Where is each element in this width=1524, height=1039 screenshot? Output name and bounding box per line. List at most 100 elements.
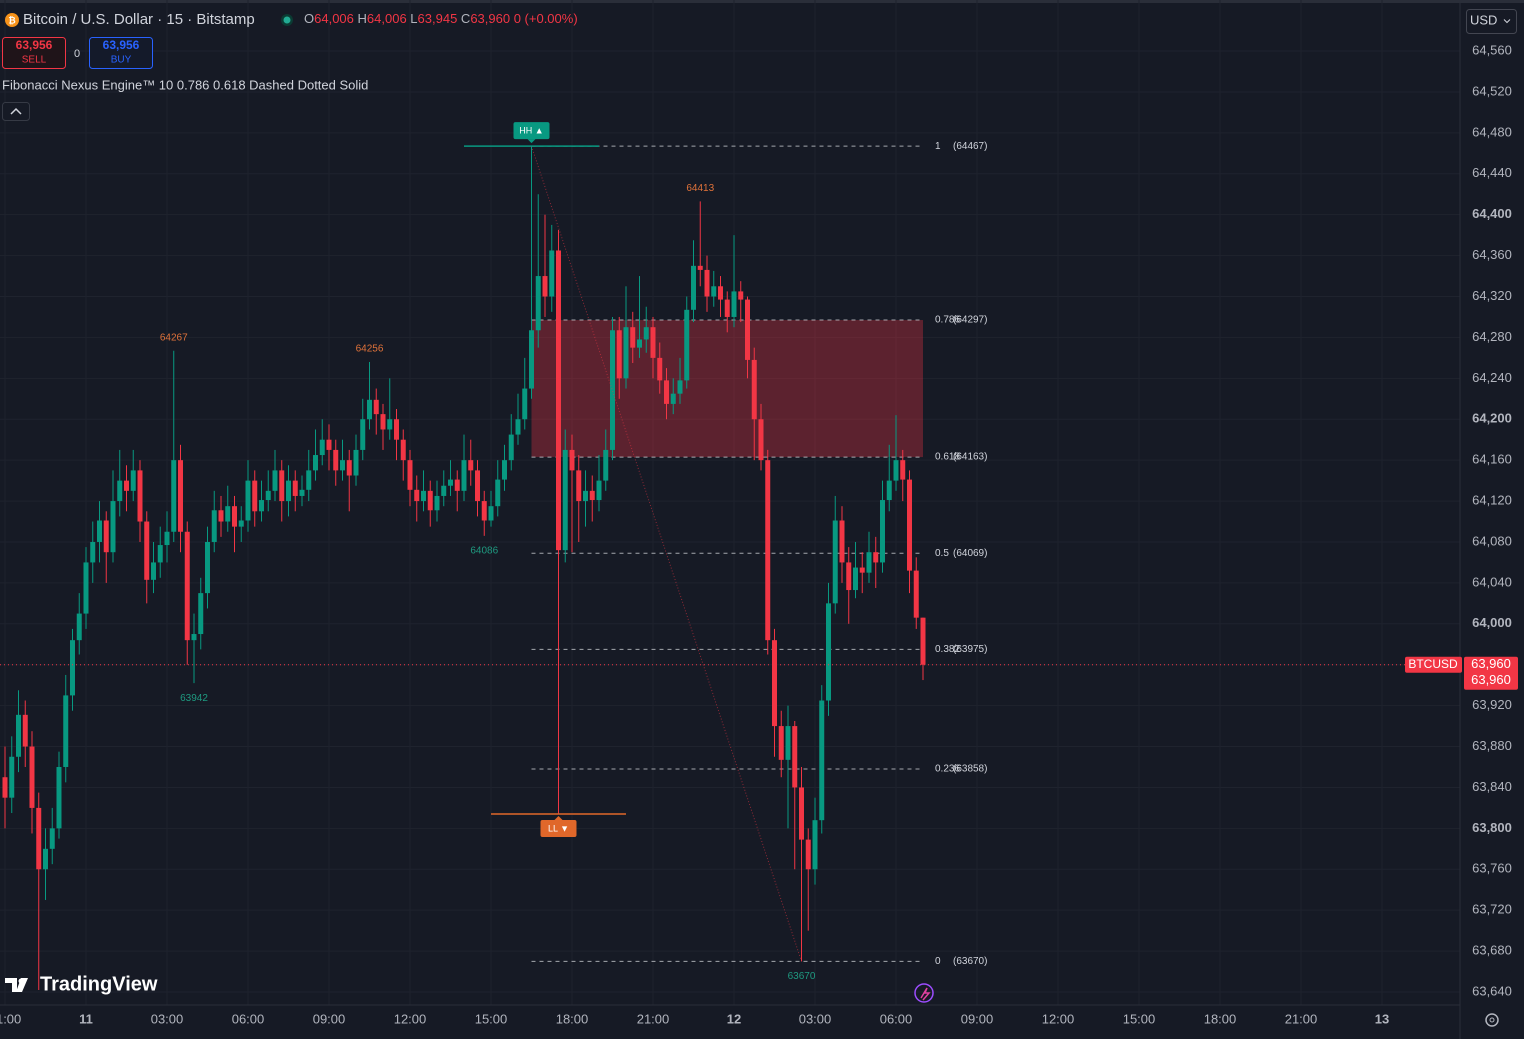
swing-connector (531, 146, 802, 962)
sell-button[interactable] (2, 37, 66, 69)
y-tick-label: 63,640 (1472, 983, 1512, 998)
y-tick-label: 64,520 (1472, 83, 1512, 98)
candle-body (117, 480, 123, 502)
y-tick-label: 63,720 (1472, 902, 1512, 917)
candle-body (292, 480, 298, 496)
candle-body (704, 269, 710, 297)
x-tick-label: 09:00 (961, 1011, 994, 1026)
candle-body (785, 726, 791, 760)
candle-body (204, 541, 210, 594)
candle-body (225, 506, 231, 522)
candle-body (562, 449, 568, 551)
candle-body (454, 479, 460, 491)
ohlc-value: 64,006 (314, 11, 354, 26)
fib-ratio: 0.786 (935, 315, 960, 326)
candle-body (414, 489, 420, 502)
candle-body (650, 327, 656, 358)
x-tick-label: 21:00 (1285, 1011, 1318, 1026)
candle-body (474, 470, 480, 502)
currency-select[interactable] (1466, 9, 1517, 34)
candle-body (549, 250, 555, 297)
x-tick-label: 21:00 (0, 1011, 21, 1026)
candle-body (839, 520, 845, 563)
candle-body (319, 439, 325, 456)
settings-icon[interactable] (1485, 1013, 1499, 1027)
marker-badge (540, 820, 577, 838)
indicator-legend[interactable]: Fibonacci Nexus Engine™ 10 0.786 0.618 D… (2, 77, 368, 92)
candle-body (886, 480, 892, 501)
candle-body (110, 501, 116, 553)
y-tick-label: 64,440 (1472, 165, 1512, 180)
x-tick-label: 03:00 (151, 1011, 184, 1026)
candle-body (893, 460, 899, 481)
candle-body (56, 766, 62, 829)
y-tick-label: 64,040 (1472, 574, 1512, 589)
candle-body (623, 327, 629, 379)
x-tick-label: 12:00 (1042, 1011, 1075, 1026)
candle-body (542, 276, 548, 297)
candle-body (906, 479, 912, 571)
candle-body (535, 276, 541, 331)
marker-badge (513, 122, 550, 140)
fib-ratio: 1 (935, 141, 941, 152)
candle-body (171, 460, 177, 532)
candle-body (130, 470, 136, 491)
buy-button[interactable] (89, 37, 153, 69)
symbol-tag-label: BTCUSD (1408, 657, 1458, 671)
candle-body (879, 500, 885, 563)
candle-body (150, 562, 156, 580)
candle-body (299, 489, 305, 496)
y-tick-label: 64,200 (1472, 411, 1512, 426)
fib-ratio: 0 (935, 956, 941, 967)
candle-body (717, 286, 723, 300)
marker-label: LL ▼ (548, 823, 569, 833)
swing-high-label: 64267 (160, 332, 188, 343)
candle-body (778, 726, 784, 760)
candle-body (481, 501, 487, 521)
x-tick-label: 18:00 (1204, 1011, 1237, 1026)
candle-body (366, 399, 372, 420)
x-tick-label: 13 (1375, 1011, 1389, 1026)
y-tick-label: 64,400 (1472, 206, 1512, 221)
sell-price: 63,956 (16, 38, 53, 52)
candle-body (198, 593, 204, 635)
candle-body (576, 470, 582, 502)
fib-ratio: 0.5 (935, 548, 949, 559)
candle-body (137, 470, 143, 522)
symbol-icon (5, 13, 19, 27)
assistant-icon[interactable] (914, 983, 934, 1003)
candle-body (488, 506, 494, 521)
candle-body (434, 495, 440, 511)
candle-body (616, 330, 622, 379)
candle-body (420, 490, 426, 502)
candle-body (859, 567, 865, 573)
ohlc-key: C (461, 11, 470, 26)
candle-body (677, 380, 683, 394)
candle-body (515, 419, 521, 435)
symbol-title[interactable]: Bitcoin / U.S. Dollar · 15 · Bitstamp (23, 11, 255, 28)
fib-zone (531, 320, 923, 458)
candle-body (657, 357, 663, 381)
candle-body (177, 460, 183, 532)
candle-body (501, 460, 507, 480)
candle-body (461, 460, 467, 491)
x-tick-label: 15:00 (1123, 1011, 1156, 1026)
y-tick-label: 64,080 (1472, 533, 1512, 548)
candle-body (744, 299, 750, 360)
currency-caret (1503, 19, 1511, 24)
candle-body (690, 265, 696, 310)
candle-body (900, 460, 906, 480)
y-tick-label: 63,680 (1472, 943, 1512, 958)
candle-body (697, 265, 703, 270)
collapse-button[interactable] (2, 102, 30, 121)
candle-body (360, 419, 366, 450)
logo-text[interactable]: TradingView (40, 973, 158, 995)
symbol-tag (1405, 656, 1462, 673)
candle-body (630, 327, 636, 348)
candle-body (373, 399, 379, 415)
candle-body (866, 552, 872, 573)
candle-body (636, 339, 642, 348)
candle-body (326, 439, 332, 450)
